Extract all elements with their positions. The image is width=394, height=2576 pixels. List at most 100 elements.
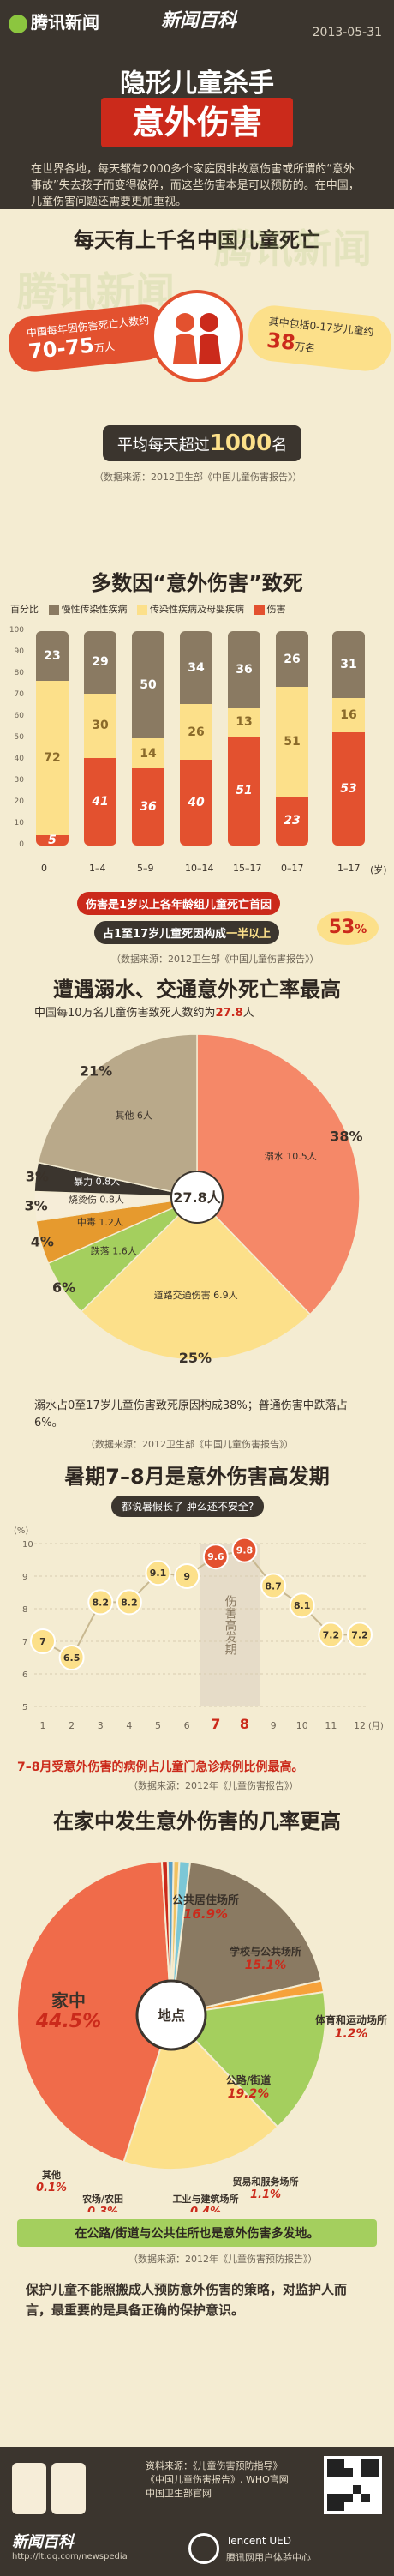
section4-heading: 暑期7–8月是意外伤害高发期 xyxy=(64,1465,330,1489)
slice-percent: 21% xyxy=(80,1062,112,1079)
x-tick-label: 4 xyxy=(126,1720,132,1731)
bar-legend: 百分比 慢性传染性疾病 传染性疾病及母婴疾病 伤害 xyxy=(10,602,384,621)
stacked-bar: 34 26 40 xyxy=(180,631,212,846)
bar-x-unit: (岁) xyxy=(370,864,387,876)
bar-segment: 53 xyxy=(332,731,365,846)
source-item: 《中国儿童伤害报告》, WHO官网 xyxy=(146,2474,289,2485)
slice-percent: 19.2% xyxy=(228,2087,270,2101)
brand-icon xyxy=(9,14,27,33)
y-tick-label: 5 xyxy=(22,1703,27,1712)
y-tick-label: 10 xyxy=(14,819,24,828)
section3-heading: 遭遇溺水、交通意外死亡率最高 xyxy=(53,978,341,1002)
bar-segment: 30 xyxy=(84,693,116,758)
section-daily-deaths: 腾讯新闻 腾讯新闻 每天有上千名中国儿童死亡 中国每年因伤害死亡人数约 70-7… xyxy=(0,209,394,561)
bar-segment: 23 xyxy=(276,796,308,846)
monthly-line-chart: 伤害高发期 10 9 8 7 6 5 (%) 7 1 6.5 2 8.2 3 8.2 4 9.1 5 9 6 9.6 7 9… xyxy=(14,1526,384,1732)
bar-segment: 51 xyxy=(228,736,260,846)
subtitle-prefix: 中国每10万名儿童伤害致死人数约为 xyxy=(34,1007,216,1020)
bar-segment: 29 xyxy=(84,631,116,694)
bar-segment: 36 xyxy=(132,768,164,846)
stacked-bar: 29 30 41 xyxy=(84,631,116,846)
y-tick-label: 100 xyxy=(9,626,24,635)
x-tick-label: 5–9 xyxy=(137,863,154,874)
slice-label: 中毒 1.2人 xyxy=(77,1217,123,1228)
x-tick-label: 12 xyxy=(354,1720,366,1731)
slice-label: 家中 xyxy=(51,1990,86,2011)
source-item: 《儿童伤害预防指导》 xyxy=(193,2460,283,2471)
y-tick-label: 7 xyxy=(22,1638,27,1647)
bar-segment: 31 xyxy=(332,631,365,698)
peak-label: 伤害高发期 xyxy=(224,1595,237,1656)
bar-segment: 23 xyxy=(36,631,69,681)
slice-label: 公路/街道 xyxy=(226,2073,271,2086)
title-block: 隐形儿童杀手 意外伤害 在世界各地，每天都有2000多个家庭因非故意伤害或所谓的… xyxy=(0,46,394,209)
slice-label: 贸易和服务场所 xyxy=(233,2176,299,2188)
bar-segment: 72 xyxy=(36,680,69,835)
y-tick-label: 60 xyxy=(14,712,24,720)
y-tick-label: 30 xyxy=(14,776,24,785)
section4-source: （数据来源：2012年《儿童伤害报告》） xyxy=(128,1780,299,1791)
legend-label: 慢性传染性疾病 xyxy=(61,604,128,615)
brand-logo[interactable]: 腾讯新闻 xyxy=(9,9,99,33)
bar-segment: 41 xyxy=(84,757,116,846)
slice-percent: 38% xyxy=(330,1128,362,1144)
pie-center-label: 地点 xyxy=(158,2007,185,2024)
x-tick-label: 7 xyxy=(211,1716,220,1732)
legend-item: 百分比 xyxy=(10,604,39,615)
slice-percent: 4% xyxy=(31,1233,54,1249)
pie-slice xyxy=(37,1033,198,1198)
data-label: 9.8 xyxy=(236,1545,254,1556)
subtitle-value: 27.8 xyxy=(215,1007,243,1020)
x-tick-label: 1–4 xyxy=(89,863,106,874)
bar-segment: 16 xyxy=(332,697,365,732)
qr-code[interactable] xyxy=(324,2456,382,2514)
bar-segment: 5 xyxy=(36,834,69,846)
slice-label: 其他 6人 xyxy=(115,1110,152,1121)
title-line2: 意外伤害 xyxy=(101,98,293,147)
y-tick-label: 70 xyxy=(14,690,24,699)
footer-url[interactable]: http://lt.qq.com/newspedia xyxy=(12,2552,128,2561)
publish-date: 2013-05-31 xyxy=(312,26,382,39)
pie-slice xyxy=(16,1860,173,2166)
bar-segment: 14 xyxy=(132,738,164,768)
data-label: 7 xyxy=(39,1636,46,1647)
y-tick-label: 90 xyxy=(14,647,24,656)
data-point xyxy=(202,1544,229,1570)
badge-value: 53 xyxy=(328,917,355,938)
x-unit: (月) xyxy=(368,1721,384,1731)
stacked-bar: 23 72 5 xyxy=(36,631,69,846)
section5-heading: 在家中发生意外伤害的几率更高 xyxy=(53,1809,341,1833)
y-tick-label: 9 xyxy=(22,1573,27,1582)
footer-brand: 新闻百科 xyxy=(12,2533,74,2551)
slice-percent: 3% xyxy=(25,1198,48,1214)
pie-slice xyxy=(122,2013,279,2170)
column-name: 新闻百科 xyxy=(161,10,237,32)
stacked-bar: 31 16 53 xyxy=(332,631,365,846)
data-point xyxy=(30,1628,56,1654)
note-leading-cause: 伤害是1岁以上各年龄组儿童死亡首因 xyxy=(77,892,281,915)
data-point xyxy=(58,1645,85,1670)
data-point xyxy=(260,1573,287,1599)
injury-cause-pie: 溺水 10.5人 38% 道路交通伤害 6.9人 25% 跌落 1.6人 6% 中毒 1.2… xyxy=(25,1033,363,1366)
slice-label: 体育和运动场所 xyxy=(315,2013,387,2026)
brand-name: 腾讯新闻 xyxy=(31,12,99,33)
data-label: 7.2 xyxy=(351,1629,368,1640)
section2-heading: 多数因“意外伤害”致死 xyxy=(91,571,303,595)
x-tick-label: 10 xyxy=(296,1720,308,1731)
x-tick-label: 3 xyxy=(98,1720,104,1731)
data-label: 9.6 xyxy=(207,1551,224,1562)
speech-bubble: 都说暑假长了 肿么还不安全? xyxy=(111,1496,265,1517)
pie-center xyxy=(170,1171,224,1224)
slice-label: 跌落 1.6人 xyxy=(91,1244,137,1256)
legend-swatch xyxy=(48,605,59,615)
stacked-bar: 50 14 36 xyxy=(132,631,164,846)
legend-item: 慢性传染性疾病 xyxy=(42,604,128,615)
avg-prefix: 平均每天超过 xyxy=(116,436,210,454)
note-prefix: 占1至17岁儿童死因构成 xyxy=(103,928,227,941)
children-silhouette xyxy=(151,290,243,382)
y-tick-label: 50 xyxy=(14,733,24,742)
slice-percent: 25% xyxy=(179,1350,212,1366)
slice-label: 学校与公共场所 xyxy=(230,1945,301,1958)
data-point xyxy=(289,1592,315,1619)
